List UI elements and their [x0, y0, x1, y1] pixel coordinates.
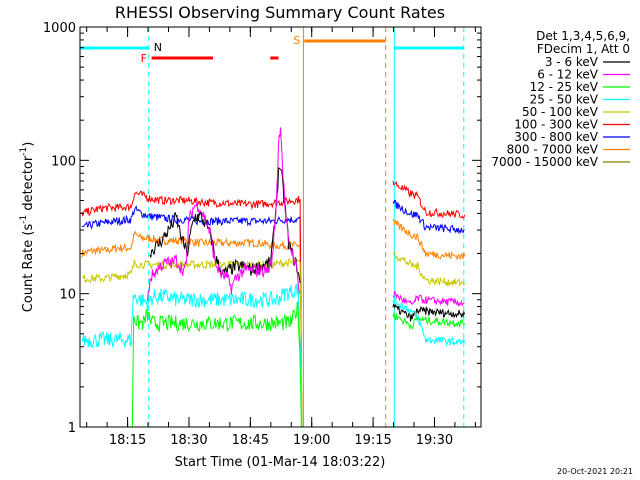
- legend-label: 6 - 12 keV: [537, 68, 599, 82]
- post-gap-line-1: [392, 199, 465, 235]
- x-tick-label: 19:30: [416, 433, 453, 448]
- legend-header-2: FDecim 1, Att 0: [537, 42, 630, 56]
- footer-timestamp: 20-Oct-2021 20:21: [557, 467, 633, 476]
- post-gap-line-4: [392, 290, 465, 307]
- post-gap-line-5: [392, 303, 466, 322]
- post-gap-line-3: [392, 250, 466, 287]
- svg-text:Count Rate (s-1 detector-1): Count Rate (s-1 detector-1): [19, 142, 36, 313]
- legend-label: 12 - 25 keV: [530, 80, 599, 94]
- chart-title: RHESSI Observing Summary Count Rates: [115, 3, 445, 22]
- y-tick-label: 10: [59, 288, 76, 303]
- x-tick-label: 18:30: [170, 433, 207, 448]
- legend-label: 3 - 6 keV: [545, 55, 599, 69]
- x-tick-label: 18:45: [232, 433, 269, 448]
- legend: Det 1,3,4,5,6,9, FDecim 1, Att 0 3 - 6 k…: [491, 29, 630, 169]
- legend-label: 100 - 300 keV: [514, 118, 598, 132]
- x-tick-label: 19:00: [293, 433, 330, 448]
- legend-label: 50 - 100 keV: [522, 105, 599, 119]
- x-tick-label: 19:15: [354, 433, 391, 448]
- y-tick-label: 1000: [43, 21, 76, 36]
- y-tick-label: 1: [68, 421, 76, 436]
- post-gap-line-0: [392, 180, 466, 219]
- post-gap-line-2: [392, 218, 466, 260]
- post-gap-line-6: [392, 312, 466, 331]
- flare-flag-label: F: [141, 52, 147, 65]
- legend-label: 300 - 800 keV: [514, 130, 598, 144]
- y-label-sup-1: -1: [19, 215, 29, 224]
- legend-label: 7000 - 15000 keV: [491, 155, 598, 169]
- series-line-100-300-kev: [81, 190, 303, 428]
- y-label-main: Count Rate (s: [21, 224, 36, 313]
- y-label-sup-2: -1: [19, 147, 29, 156]
- series-line-12-25-kev: [131, 301, 302, 428]
- legend-label: 25 - 50 keV: [530, 93, 599, 107]
- post-gap-line-7: [392, 296, 466, 348]
- y-tick-label: 100: [51, 154, 76, 169]
- night-flag-label: N: [154, 41, 162, 54]
- legend-header-1: Det 1,3,4,5,6,9,: [536, 29, 630, 43]
- x-tick-label: 18:15: [109, 433, 146, 448]
- series-line-800-7000-kev: [81, 230, 303, 428]
- y-label-mid: detector: [21, 155, 36, 215]
- y-axis-label: Count Rate (s-1 detector-1): [19, 142, 36, 313]
- series-line-6-12-kev: [147, 127, 301, 302]
- x-axis-label: Start Time (01-Mar-14 18:03:22): [175, 455, 386, 470]
- y-label-end: ): [21, 142, 36, 147]
- saa-flag-label: S: [293, 34, 300, 47]
- legend-label: 800 - 7000 keV: [507, 143, 599, 157]
- series-line-25-50-kev: [81, 281, 303, 428]
- plot-frame: [79, 26, 482, 428]
- series-line-50-100-kev: [82, 258, 303, 428]
